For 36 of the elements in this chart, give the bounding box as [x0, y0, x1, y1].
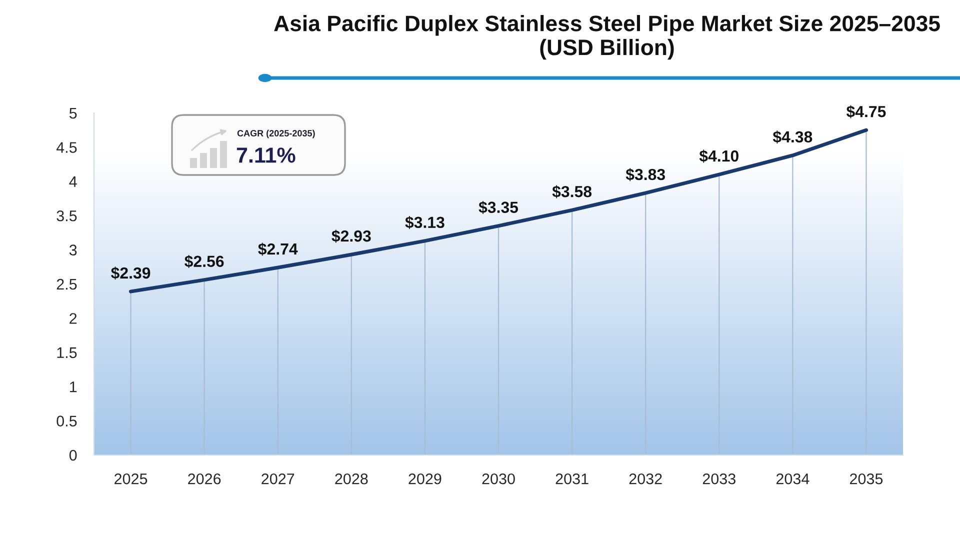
y-tick-label: 3.5 — [56, 210, 77, 222]
y-tick-label: 4.5 — [56, 142, 77, 153]
data-label: $3.35 — [478, 200, 518, 214]
x-tick-label: 2031 — [556, 473, 588, 484]
data-label: $2.74 — [258, 242, 298, 256]
data-label: $4.38 — [772, 130, 812, 144]
data-label: $4.75 — [846, 105, 886, 118]
x-tick-label: 2033 — [702, 473, 736, 484]
y-tick-label: 2 — [70, 313, 77, 324]
x-tick-label: 2026 — [188, 473, 221, 484]
y-tick-label: 4 — [69, 176, 77, 187]
data-label: $2.93 — [332, 230, 371, 243]
x-tick-label: 2032 — [629, 473, 662, 484]
data-label: $3.83 — [626, 168, 665, 182]
x-tick-label: 2034 — [776, 473, 810, 484]
data-label: $4.10 — [699, 150, 738, 163]
y-tick-label: 3 — [69, 244, 77, 256]
annotation: CAGR (2025-2035) — [237, 130, 315, 138]
x-tick-label: 2027 — [262, 473, 294, 484]
y-tick-label: 1 — [70, 382, 77, 392]
data-label: $3.13 — [405, 216, 444, 230]
x-tick-label: 2030 — [482, 473, 515, 484]
y-tick-label: 5 — [69, 108, 77, 119]
annotation: 7.11% — [236, 148, 296, 163]
y-tick-label: 1.5 — [57, 347, 77, 358]
x-tick-label: 2035 — [850, 473, 883, 484]
y-tick-label: 0.5 — [56, 416, 77, 426]
x-tick-label: 2028 — [335, 473, 368, 484]
y-tick-label: 2.5 — [56, 278, 77, 290]
x-tick-label: 2029 — [408, 473, 442, 484]
data-label: $2.56 — [184, 255, 224, 268]
data-label: $3.58 — [552, 185, 592, 198]
chart-title: Asia Pacific Duplex Stainless Steel Pipe Market Size 2025–2035 (USD Billion) — [274, 15, 940, 60]
x-tick-label: 2025 — [114, 473, 148, 484]
data-label: $2.39 — [111, 266, 150, 280]
y-tick-label: 0 — [69, 450, 77, 461]
